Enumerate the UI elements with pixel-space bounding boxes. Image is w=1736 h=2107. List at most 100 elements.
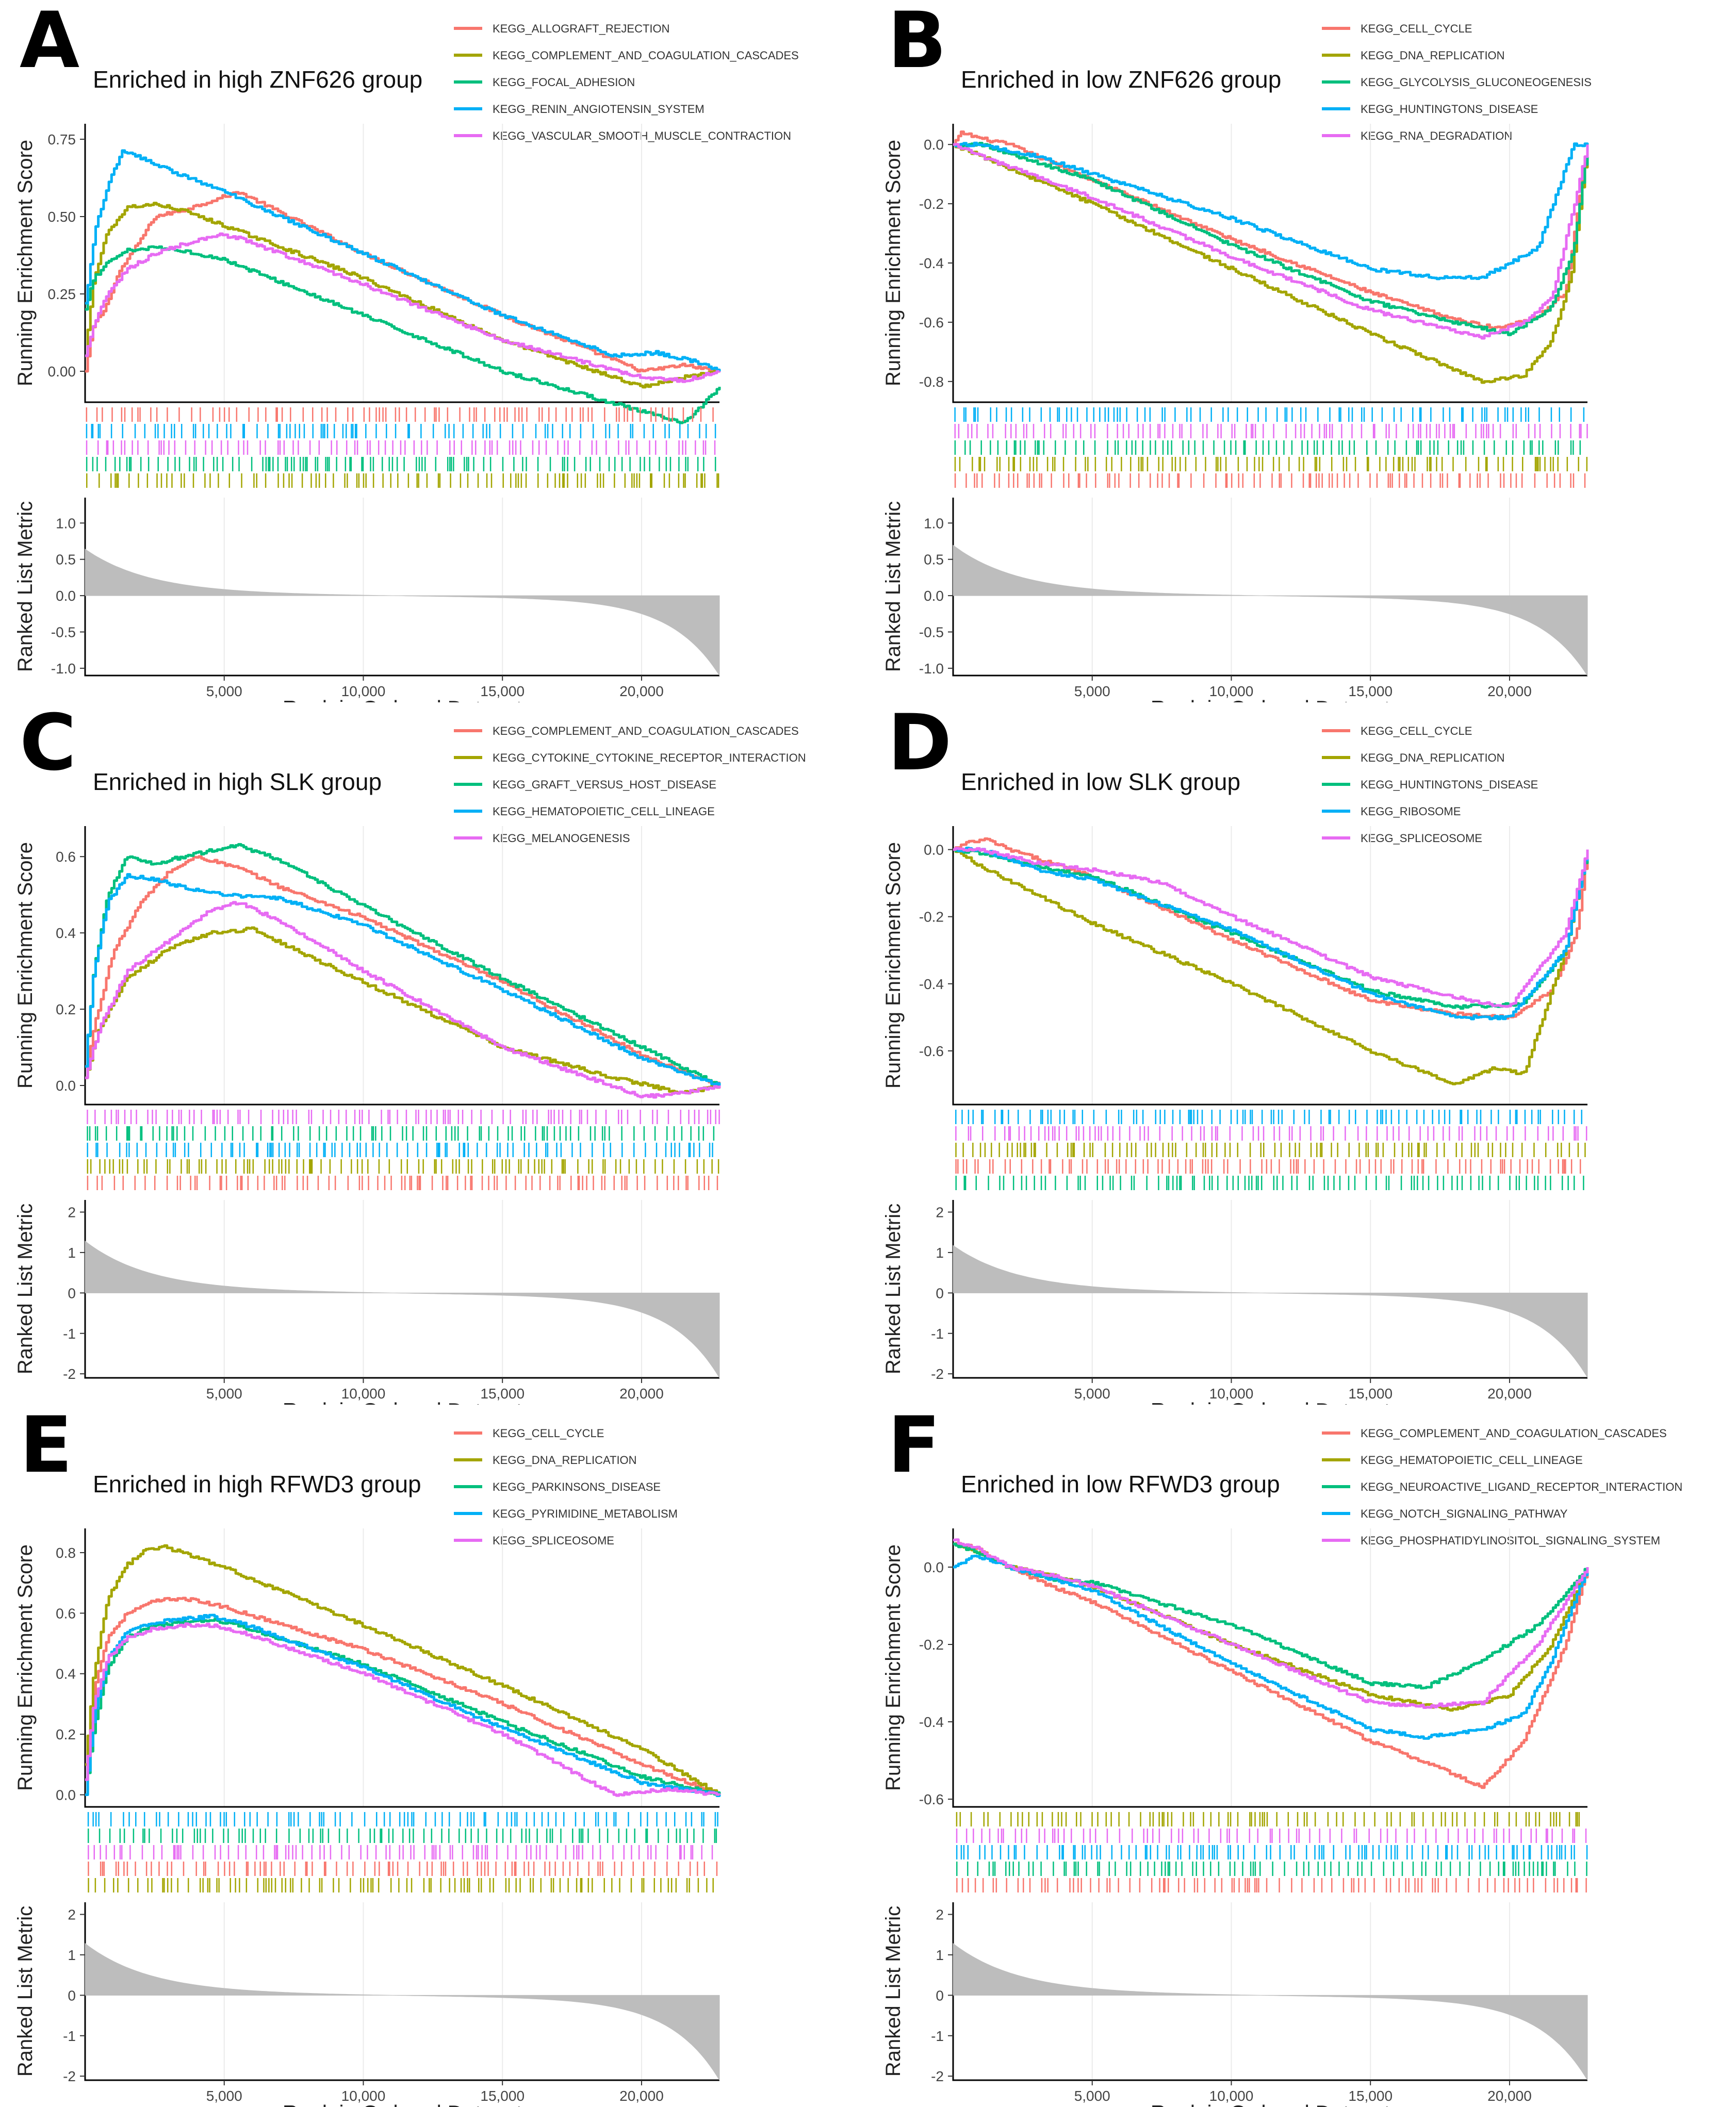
es-ytick-label: 0.0 [924, 1559, 944, 1575]
metric-ytick-label: -1.0 [919, 661, 944, 677]
gsea-figure-a: A Enriched in high ZNF626 group KEGG_ALLOG… [14, 0, 799, 702]
gsea-figure-b: B Enriched in low ZNF626 group KEGG_CELL_C… [882, 0, 1592, 702]
metric-ylabel: Ranked List Metric [882, 501, 905, 672]
panel-letter: E [20, 1405, 72, 1490]
hit-row-kegg-cytokine-cytokine-receptor-interaction [87, 1159, 719, 1174]
hit-row-kegg-hematopoietic-cell-lineage [956, 1812, 1580, 1826]
es-line-kegg-graft-versus-host-disease [85, 843, 721, 1087]
panel-letter: A [20, 0, 79, 86]
es-ytick-label: -0.8 [919, 374, 944, 390]
metric-ytick-label: 0 [936, 1285, 944, 1301]
hit-row-kegg-cell-cycle [88, 1862, 718, 1876]
es-line-kegg-pyrimidine-metabolism [85, 1614, 721, 1797]
panel-title: Enriched in high RFWD3 group [93, 1471, 421, 1497]
es-line-kegg-huntingtons-disease [953, 141, 1589, 281]
es-line-kegg-complement-and-coagulation-cascades [85, 202, 721, 389]
gsea-panel-a: A Enriched in high ZNF626 group KEGG_ALLOG… [0, 0, 868, 702]
es-line-kegg-parkinsons-disease [85, 1618, 721, 1796]
legend-label-kegg-cell-cycle: KEGG_CELL_CYCLE [1361, 725, 1472, 737]
xtick-label: 20,000 [619, 2088, 664, 2104]
es-ytick-label: 0.25 [48, 286, 76, 302]
hit-row-kegg-phosphatidylinositol-signaling-system [956, 1829, 1587, 1843]
ranked-metric-area [953, 1943, 1588, 2081]
metric-ytick-label: 2 [936, 1205, 944, 1221]
es-axis [84, 826, 719, 1106]
metric-ylabel: Ranked List Metric [14, 1204, 37, 1374]
metric-ylabel: Ranked List Metric [882, 1906, 905, 2077]
legend-label-kegg-graft-versus-host-disease: KEGG_GRAFT_VERSUS_HOST_DISEASE [493, 778, 716, 791]
xlabel: Rank in Ordered Dataset [283, 2101, 522, 2107]
hit-row-kegg-notch-signaling-pathway [956, 1845, 1588, 1859]
hit-row-kegg-renin-angiotensin-system [86, 424, 716, 438]
legend-label-kegg-glycolysis-gluconeogenesis: KEGG_GLYCOLYSIS_GLUCONEOGENESIS [1361, 76, 1592, 89]
legend-label-kegg-phosphatidylinositol-signaling-system: KEGG_PHOSPHATIDYLINOSITOL_SIGNALING_SYST… [1361, 1534, 1660, 1547]
xtick-label: 15,000 [480, 2088, 525, 2104]
legend-label-kegg-focal-adhesion: KEGG_FOCAL_ADHESION [493, 76, 635, 89]
xlabel: Rank in Ordered Dataset [283, 1398, 522, 1405]
es-line-kegg-cytokine-cytokine-receptor-interaction [85, 926, 721, 1095]
gsea-figure-d: D Enriched in low SLK group KEGG_CELL_CYCL… [882, 702, 1589, 1405]
panel-title: Enriched in high SLK group [93, 768, 382, 795]
hit-row-kegg-spliceosome [88, 1845, 713, 1859]
es-line-kegg-dna-replication [953, 143, 1589, 384]
es-line-kegg-hematopoietic-cell-lineage [953, 1542, 1589, 1712]
metric-ytick-label: 1 [68, 1947, 76, 1963]
legend-label-kegg-complement-and-coagulation-cascades: KEGG_COMPLEMENT_AND_COAGULATION_CASCADES [493, 49, 799, 62]
legend-label-kegg-neuroactive-ligand-receptor-interaction: KEGG_NEUROACTIVE_LIGAND_RECEPTOR_INTERAC… [1361, 1480, 1682, 1493]
metric-ytick-label: 1 [68, 1245, 76, 1261]
metric-ytick-label: 1.0 [56, 515, 76, 531]
xtick-label: 20,000 [619, 683, 664, 699]
xtick-label: 10,000 [341, 2088, 386, 2104]
ranked-metric-area [953, 545, 1588, 677]
legend-label-kegg-pyrimidine-metabolism: KEGG_PYRIMIDINE_METABOLISM [493, 1507, 678, 1520]
xlabel: Rank in Ordered Dataset [283, 696, 522, 702]
es-ytick-label: -0.4 [919, 976, 944, 992]
metric-ytick-label: -1 [63, 1326, 76, 1342]
xtick-label: 5,000 [1074, 2088, 1110, 2104]
es-ylabel: Running Enrichment Score [882, 842, 905, 1089]
hit-row-kegg-melanogenesis [87, 1110, 720, 1124]
metric-ylabel: Ranked List Metric [14, 1906, 37, 2077]
metric-ytick-label: 2 [68, 1907, 76, 1923]
legend-label-kegg-cytokine-cytokine-receptor-interaction: KEGG_CYTOKINE_CYTOKINE_RECEPTOR_INTERACT… [493, 751, 806, 764]
hit-row-kegg-complement-and-coagulation-cascades [87, 1176, 718, 1190]
metric-ytick-label: -2 [931, 1366, 944, 1382]
xtick-label: 15,000 [480, 1386, 525, 1402]
es-ytick-label: 0.00 [48, 364, 76, 380]
es-line-kegg-ribosome [953, 846, 1589, 1020]
xtick-label: 5,000 [206, 683, 242, 699]
hit-row-kegg-pyrimidine-metabolism [87, 1812, 718, 1826]
hit-row-kegg-complement-and-coagulation-cascades [86, 473, 719, 488]
xtick-label: 5,000 [206, 1386, 242, 1402]
es-line-kegg-vascular-smooth-muscle-contraction [85, 232, 721, 383]
es-line-kegg-melanogenesis [85, 901, 721, 1099]
metric-ytick-label: -1.0 [51, 661, 76, 677]
panel-letter: F [888, 1405, 940, 1490]
es-ytick-label: -0.2 [919, 196, 944, 212]
hit-row-kegg-dna-replication [954, 457, 1588, 471]
es-ylabel: Running Enrichment Score [14, 140, 37, 386]
es-line-kegg-rna-degradation [953, 143, 1589, 340]
metric-ytick-label: 1 [936, 1947, 944, 1963]
hit-row-kegg-huntingtons-disease [954, 407, 1585, 422]
hit-row-kegg-cell-cycle [955, 1159, 1581, 1174]
legend-label-kegg-notch-signaling-pathway: KEGG_NOTCH_SIGNALING_PATHWAY [1361, 1507, 1568, 1520]
es-ytick-label: -0.4 [919, 255, 944, 271]
metric-ytick-label: -0.5 [51, 624, 76, 640]
xtick-label: 20,000 [1487, 2088, 1532, 2104]
es-ytick-label: 0.2 [56, 1726, 76, 1742]
hit-row-kegg-spliceosome [955, 1126, 1587, 1141]
hit-row-kegg-neuroactive-ligand-receptor-interaction [956, 1862, 1587, 1876]
legend-label-kegg-complement-and-coagulation-cascades: KEGG_COMPLEMENT_AND_COAGULATION_CASCADES [493, 725, 799, 737]
es-ytick-label: 0.0 [56, 1787, 76, 1803]
metric-ytick-label: -0.5 [919, 624, 944, 640]
es-axis [84, 124, 719, 403]
es-ytick-label: -0.6 [919, 315, 944, 331]
xtick-label: 15,000 [1348, 1386, 1393, 1402]
es-axis [952, 1528, 1587, 1808]
xtick-label: 10,000 [1209, 1386, 1254, 1402]
xtick-label: 10,000 [341, 683, 386, 699]
metric-ytick-label: 0 [68, 1285, 76, 1301]
legend-label-kegg-dna-replication: KEGG_DNA_REPLICATION [493, 1454, 637, 1467]
metric-ytick-label: 2 [936, 1907, 944, 1923]
